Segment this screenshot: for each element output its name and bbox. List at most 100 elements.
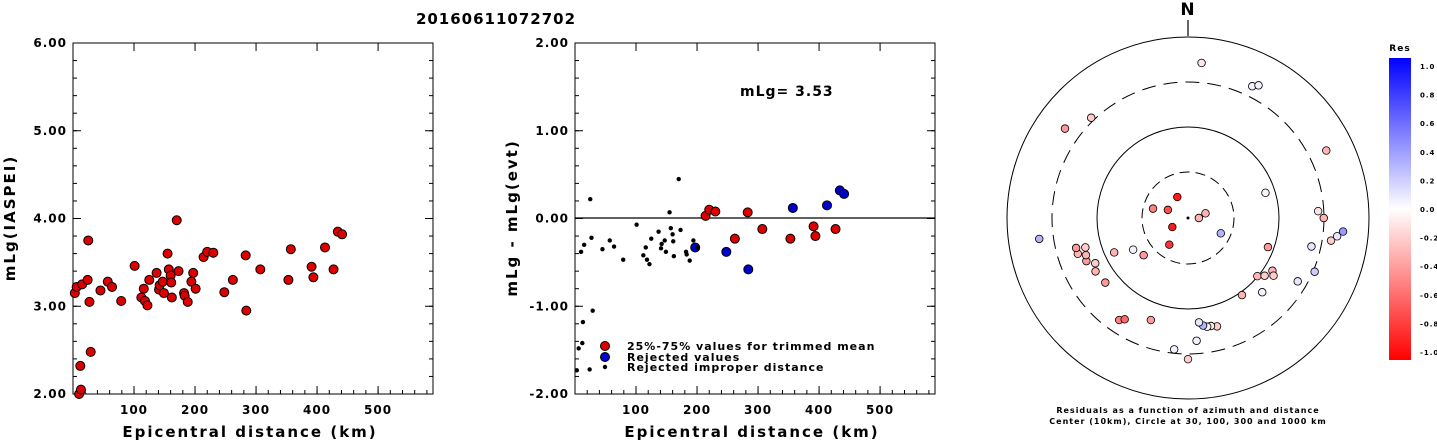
- x-tick-label: 400: [303, 403, 331, 417]
- data-point: [75, 384, 86, 395]
- data-point: [676, 176, 681, 182]
- middle-y-axis-label: mLg - mLg(evt): [503, 139, 521, 296]
- data-point: [662, 238, 667, 243]
- y-tick-label: 1.00: [535, 124, 569, 138]
- colorbar-gradient: [1389, 58, 1411, 360]
- mlg-annotation: mLg= 3.53: [740, 84, 834, 100]
- colorbar-tick-label: 0.8: [1420, 92, 1435, 100]
- figure-title: 20160611072702: [416, 10, 576, 28]
- colorbar-tick-label: 0.0: [1420, 206, 1435, 214]
- colorbar-tick-label: -0.6: [1420, 292, 1437, 300]
- residual-point: [1201, 209, 1210, 218]
- residual-point: [1081, 243, 1090, 252]
- data-point: [162, 248, 173, 259]
- data-point: [227, 274, 238, 285]
- residual-colorbar: Res 1.0 0.8 0.6 0.4 0.2 0.0 -0.2 -0.4 -0.6 -0.8 -1…: [1389, 44, 1437, 360]
- north-label: N: [1180, 0, 1195, 20]
- residual-point: [1192, 336, 1201, 345]
- data-point: [188, 267, 199, 278]
- y-tick-label: 0.00: [535, 212, 569, 226]
- residual-point: [1263, 242, 1273, 252]
- residual-point: [1253, 271, 1262, 281]
- residual-point: [1148, 204, 1158, 213]
- residual-point: [1338, 227, 1348, 236]
- data-point: [710, 206, 721, 217]
- x-tick-label: 100: [622, 403, 650, 417]
- residual-point: [1165, 240, 1174, 249]
- data-point: [787, 202, 798, 213]
- y-tick-label: -1.00: [529, 299, 569, 313]
- residual-point: [1120, 315, 1129, 324]
- data-point: [171, 215, 182, 226]
- legend-marker-trimmed: [600, 341, 610, 351]
- data-point: [663, 249, 669, 255]
- data-point: [600, 247, 605, 252]
- polar-residual-map: N Residuals as a function of azimuth and…: [1006, 0, 1370, 426]
- colorbar-tick-label: 0.4: [1420, 149, 1435, 157]
- middle-data-points: [574, 176, 850, 373]
- data-point: [190, 283, 201, 294]
- x-tick-label: 500: [364, 403, 392, 417]
- data-point: [684, 252, 689, 257]
- x-tick-label: 100: [120, 403, 148, 417]
- residual-point: [1091, 259, 1100, 268]
- y-tick-label: 6.00: [33, 36, 67, 50]
- data-point: [671, 254, 677, 259]
- data-point: [580, 340, 585, 346]
- x-tick-label: 200: [683, 403, 711, 417]
- data-point: [144, 274, 155, 285]
- residual-point: [1163, 205, 1173, 215]
- colorbar-tick-label: -0.2: [1420, 235, 1437, 243]
- colorbar-tick-label: 0.6: [1420, 120, 1435, 128]
- data-point: [578, 249, 584, 255]
- legend-label-trimmed: 25%-75% values for trimmed mean: [627, 340, 875, 353]
- data-point: [589, 235, 594, 241]
- y-tick-label: 4.00: [33, 212, 67, 226]
- residual-point: [1173, 192, 1182, 202]
- ring-100km: [1096, 126, 1280, 310]
- data-point: [588, 196, 593, 202]
- data-point: [671, 239, 676, 244]
- data-point: [587, 367, 592, 372]
- left-data-points: [69, 215, 348, 399]
- data-point: [822, 200, 832, 211]
- data-point: [173, 266, 184, 277]
- data-point: [656, 229, 661, 234]
- data-point: [668, 225, 673, 231]
- residual-point: [1261, 188, 1270, 198]
- colorbar-ticks: 1.0 0.8 0.6 0.4 0.2 0.0 -0.2 -0.4 -0.6 -0.8 -1.0: [1420, 63, 1437, 357]
- data-point: [670, 232, 675, 237]
- data-point: [283, 274, 294, 285]
- data-point: [659, 241, 664, 247]
- data-point: [691, 238, 696, 243]
- y-tick-label: 2.00: [33, 387, 67, 401]
- event-center: [1186, 216, 1190, 220]
- data-point: [151, 267, 162, 278]
- data-point: [581, 242, 587, 248]
- residual-point: [1035, 234, 1044, 244]
- residual-point: [1146, 315, 1156, 325]
- y-tick-label: 2.00: [535, 36, 569, 50]
- data-point: [649, 236, 654, 241]
- left-x-axis-label: Epicentral distance (km): [122, 423, 377, 441]
- residual-point: [1332, 232, 1342, 241]
- y-tick-label: 3.00: [33, 299, 67, 313]
- residual-point: [1260, 271, 1269, 280]
- data-point: [208, 247, 219, 258]
- legend-label-improper: Rejected improper distance: [627, 361, 824, 374]
- legend-marker-rejected: [600, 352, 610, 362]
- data-point: [695, 245, 700, 250]
- middle-x-axis-label: Epicentral distance (km): [624, 423, 879, 441]
- data-point: [810, 231, 821, 242]
- data-point: [729, 233, 740, 244]
- residual-point: [1169, 345, 1179, 354]
- data-point: [839, 188, 850, 199]
- residual-point: [1258, 288, 1267, 297]
- colorbar-tick-label: -0.8: [1420, 320, 1437, 328]
- data-point: [83, 235, 94, 246]
- residual-point: [1310, 267, 1319, 276]
- data-point: [576, 346, 581, 351]
- data-point: [75, 360, 86, 371]
- x-tick-label: 300: [242, 403, 270, 417]
- data-point: [611, 244, 617, 249]
